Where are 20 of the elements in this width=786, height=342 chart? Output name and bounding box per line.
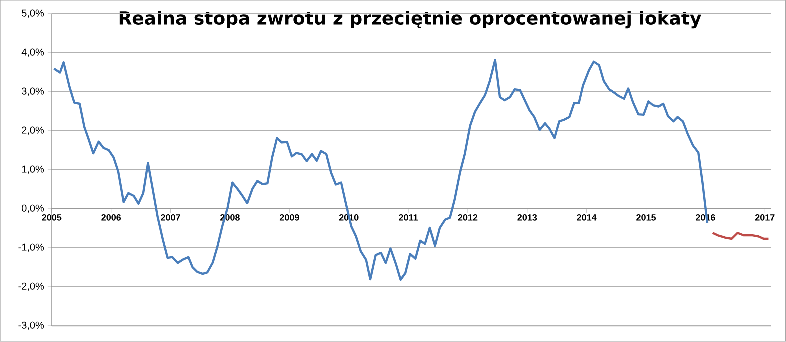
y-tick-label: 5,0% [22,10,44,18]
x-tick-label: 2011 [399,214,418,221]
x-tick-label: 2013 [518,214,538,221]
x-tick-label: 2009 [280,214,300,221]
y-tick-label: 4,0% [22,48,44,58]
y-tick-label: -1,0% [18,244,44,252]
y-tick-label: 0,0% [22,204,44,214]
x-tick-label: 2014 [577,214,597,221]
y-tick-label: -3,0% [18,322,44,330]
x-tick-label: 2015 [636,214,656,221]
y-tick-label: -2,0% [18,282,44,292]
y-tick-label: 3,0% [22,88,44,96]
x-tick-label: 2017 [755,214,775,221]
x-tick-label: 2007 [161,214,180,221]
x-tick-label: 2006 [102,214,122,221]
y-tick-label: 2,0% [22,126,44,136]
chart-title: Realna stopa zwrotu z przeciętnie oprocentowanej lokaty [120,11,702,29]
x-tick-label: 2005 [42,214,62,221]
x-tick-label: 2012 [458,214,478,221]
y-tick-label: 1,0% [22,166,44,174]
